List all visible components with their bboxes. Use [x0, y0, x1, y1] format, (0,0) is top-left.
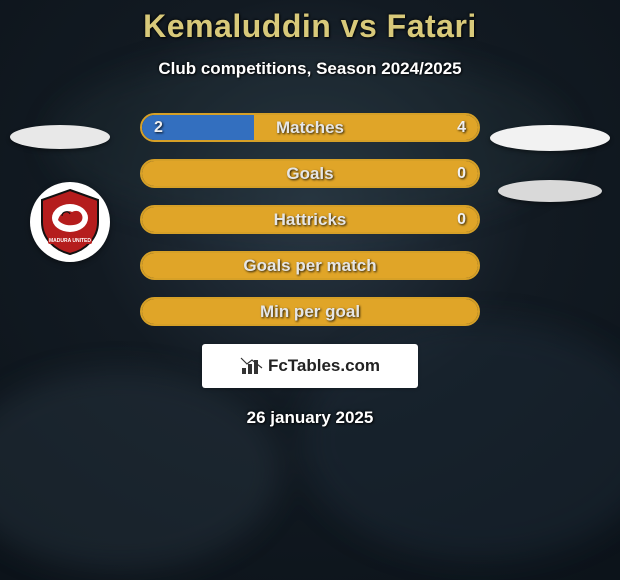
stat-bar-label: Matches: [142, 115, 478, 140]
stat-bar-label: Min per goal: [142, 299, 478, 324]
site-badge[interactable]: FcTables.com: [202, 344, 418, 388]
club-logo: MADURA UNITED: [30, 182, 110, 262]
ellipse-top-left: [10, 125, 110, 149]
page-title: Kemaluddin vs Fatari: [0, 8, 620, 45]
stat-bar-value-left: 2: [154, 115, 163, 140]
stat-bar-label: Hattricks: [142, 207, 478, 232]
stat-bar: Goals per match: [140, 251, 480, 280]
stat-bar: Min per goal: [140, 297, 480, 326]
stat-bar-value-right: 0: [457, 207, 466, 232]
ellipse-mid-right: [498, 180, 602, 202]
subtitle: Club competitions, Season 2024/2025: [0, 59, 620, 79]
date-text: 26 january 2025: [0, 408, 620, 428]
stat-bar: Hattricks0: [140, 205, 480, 234]
stat-bar-label: Goals: [142, 161, 478, 186]
madura-united-logo: MADURA UNITED: [34, 186, 106, 258]
stat-bar-label: Goals per match: [142, 253, 478, 278]
ellipse-top-right: [490, 125, 610, 151]
stat-bar: Goals0: [140, 159, 480, 188]
stat-bar: Matches2 4: [140, 113, 480, 142]
content-root: Kemaluddin vs Fatari Club competitions, …: [0, 0, 620, 428]
site-badge-text: FcTables.com: [268, 356, 380, 376]
stat-bar-value-right: 4: [457, 115, 466, 140]
stat-bar-value-right: 0: [457, 161, 466, 186]
club-logo-text: MADURA UNITED: [49, 238, 91, 244]
bar-chart-icon: [240, 356, 264, 376]
